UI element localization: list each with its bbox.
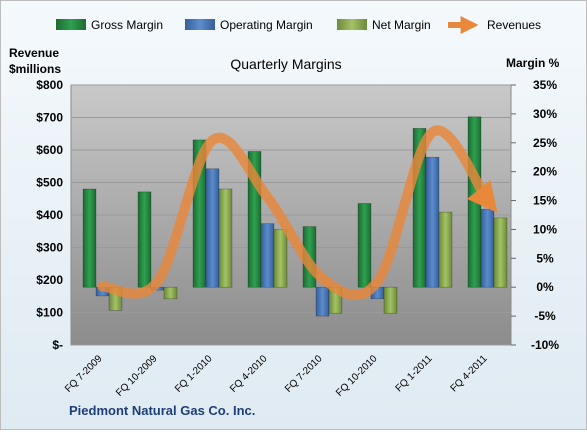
bar-operating-margin bbox=[480, 208, 495, 288]
legend-label-revenues: Revenues bbox=[487, 18, 541, 32]
bar-net-margin bbox=[273, 229, 288, 288]
left-tick-label: $600 bbox=[36, 143, 63, 157]
left-tick-label: $400 bbox=[36, 208, 63, 222]
category-labels: FQ 7-2009 FQ 10-2009 FQ 1-2010 FQ 4-2010 FQ … bbox=[63, 353, 490, 399]
right-tick-label: 35% bbox=[533, 78, 557, 92]
category-label: FQ 7-2009 bbox=[63, 353, 105, 395]
right-tick-label: 30% bbox=[533, 107, 557, 121]
category-label: FQ 4-2010 bbox=[228, 353, 270, 395]
left-axis-title-line2: $millions bbox=[9, 62, 61, 76]
right-tick-label: 15% bbox=[533, 194, 557, 208]
left-tick-label: $200 bbox=[36, 273, 63, 287]
category-label: FQ 7-2010 bbox=[283, 353, 325, 395]
legend: Gross Margin Operating Margin Net Margin… bbox=[56, 16, 541, 34]
left-tick-label: $300 bbox=[36, 241, 63, 255]
company-name: Piedmont Natural Gas Co. Inc. bbox=[69, 403, 255, 418]
bar-operating-margin bbox=[260, 223, 275, 288]
bar-operating-margin bbox=[315, 286, 330, 317]
category-label: FQ 1-2011 bbox=[394, 353, 435, 394]
legend-label-gross-margin: Gross Margin bbox=[91, 18, 163, 32]
right-tick-label: 20% bbox=[533, 165, 557, 179]
bar-gross-margin bbox=[137, 191, 152, 288]
right-tick-label: 0% bbox=[536, 280, 554, 294]
category-label: FQ 10-2009 bbox=[114, 353, 160, 399]
revenue-line bbox=[97, 125, 498, 300]
right-axis-ticks: -10% -5% 0% 5% 10% 15% 20% 25% 30% 35% bbox=[511, 78, 559, 352]
left-tick-label: $100 bbox=[36, 306, 63, 320]
legend-swatch-gross-margin bbox=[56, 19, 86, 30]
right-tick-label: 10% bbox=[533, 222, 557, 236]
bar-operating-margin bbox=[205, 168, 220, 288]
right-tick-label: 25% bbox=[533, 136, 557, 150]
bar-operating-margin bbox=[425, 156, 440, 288]
left-axis-ticks: $- $100 $200 $300 $400 $500 $600 $700 $800 bbox=[36, 78, 63, 352]
legend-label-net-margin: Net Margin bbox=[372, 18, 431, 32]
legend-swatch-operating-margin bbox=[185, 19, 215, 30]
revenue-line-path bbox=[97, 125, 498, 300]
left-tick-label: $800 bbox=[36, 78, 63, 92]
legend-label-operating-margin: Operating Margin bbox=[220, 18, 313, 32]
bar-net-margin bbox=[163, 286, 178, 300]
category-label: FQ 10-2010 bbox=[334, 353, 380, 399]
category-label: FQ 1-2010 bbox=[173, 353, 215, 395]
bar-gross-margin bbox=[357, 203, 372, 288]
bar-net-margin bbox=[383, 286, 398, 314]
category-label: FQ 4-2011 bbox=[449, 353, 490, 394]
right-tick-label: -5% bbox=[534, 309, 556, 323]
left-tick-label: $700 bbox=[36, 111, 63, 125]
left-tick-label: $- bbox=[52, 338, 63, 352]
right-tick-label: 5% bbox=[536, 251, 554, 265]
bar-net-margin bbox=[493, 217, 508, 288]
right-tick-label: -10% bbox=[531, 338, 559, 352]
bar-gross-margin bbox=[82, 188, 97, 288]
bar-net-margin bbox=[438, 211, 453, 288]
left-axis-title-line1: Revenue bbox=[9, 46, 59, 60]
legend-swatch-net-margin bbox=[337, 19, 367, 30]
bar-gross-margin bbox=[467, 116, 482, 288]
right-axis-title: Margin % bbox=[506, 56, 560, 70]
chart-title: Quarterly Margins bbox=[230, 56, 341, 72]
left-tick-label: $500 bbox=[36, 176, 63, 190]
bar-net-margin bbox=[218, 188, 233, 288]
